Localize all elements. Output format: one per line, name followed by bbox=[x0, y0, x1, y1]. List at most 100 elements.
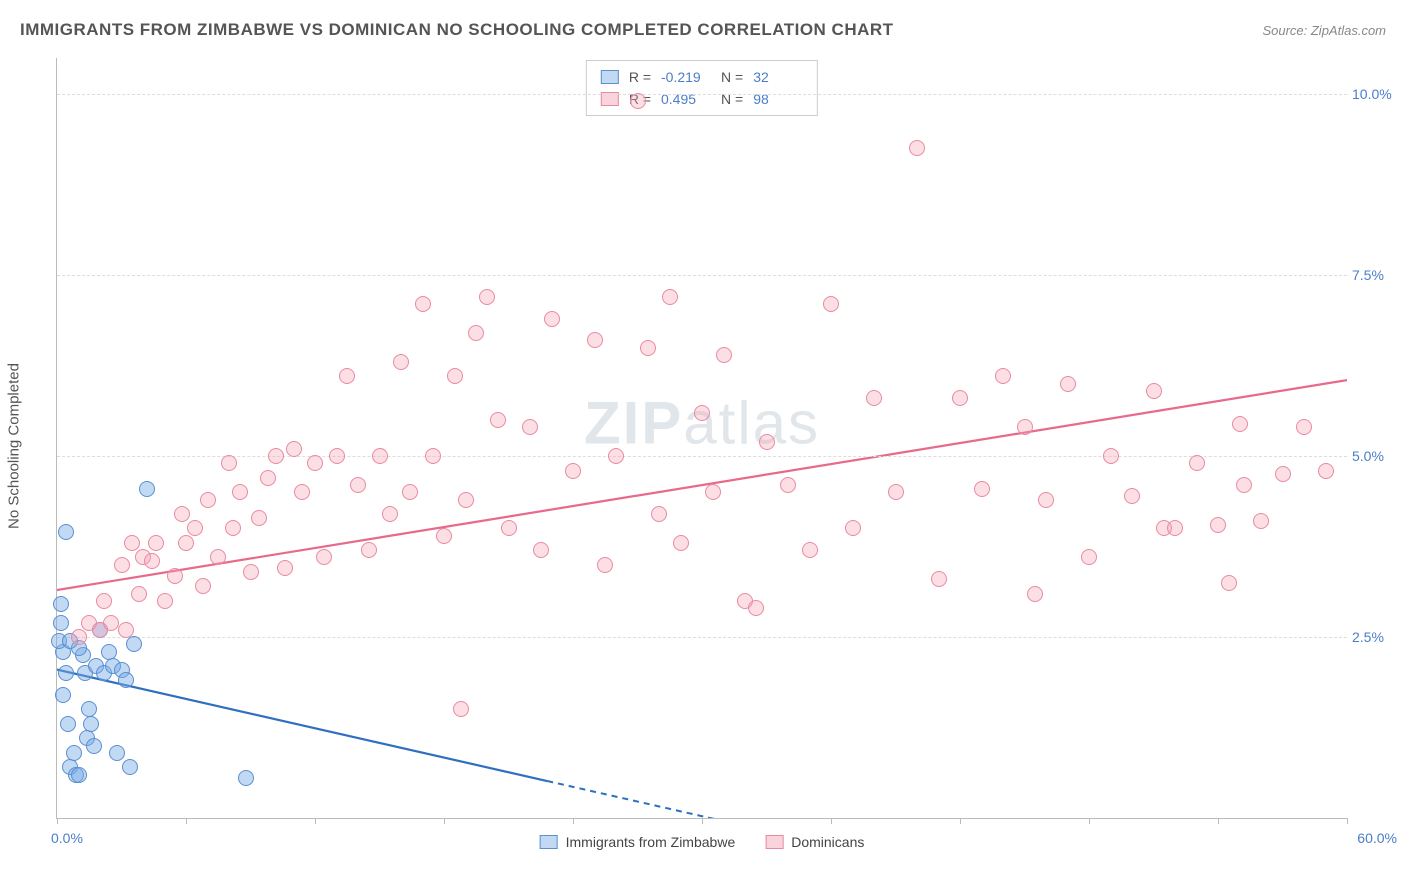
data-point bbox=[114, 557, 130, 573]
data-point bbox=[533, 542, 549, 558]
n-value: 32 bbox=[753, 66, 803, 88]
data-point bbox=[53, 596, 69, 612]
data-point bbox=[651, 506, 667, 522]
y-tick-label: 10.0% bbox=[1352, 86, 1406, 102]
data-point bbox=[1167, 520, 1183, 536]
x-tick bbox=[1218, 818, 1219, 824]
data-point bbox=[888, 484, 904, 500]
data-point bbox=[329, 448, 345, 464]
data-point bbox=[748, 600, 764, 616]
data-point bbox=[96, 593, 112, 609]
data-point bbox=[931, 571, 947, 587]
data-point bbox=[124, 535, 140, 551]
data-point bbox=[393, 354, 409, 370]
data-point bbox=[1296, 419, 1312, 435]
gridline bbox=[57, 94, 1347, 95]
data-point bbox=[597, 557, 613, 573]
data-point bbox=[58, 665, 74, 681]
data-point bbox=[522, 419, 538, 435]
data-point bbox=[716, 347, 732, 363]
data-point bbox=[1146, 383, 1162, 399]
data-point bbox=[952, 390, 968, 406]
data-point bbox=[630, 93, 646, 109]
x-tick bbox=[831, 818, 832, 824]
x-tick bbox=[702, 818, 703, 824]
data-point bbox=[66, 745, 82, 761]
data-point bbox=[909, 140, 925, 156]
data-point bbox=[382, 506, 398, 522]
data-point bbox=[1318, 463, 1334, 479]
data-point bbox=[60, 716, 76, 732]
page-title: IMMIGRANTS FROM ZIMBABWE VS DOMINICAN NO… bbox=[20, 20, 894, 40]
data-point bbox=[118, 672, 134, 688]
data-point bbox=[372, 448, 388, 464]
data-point bbox=[58, 524, 74, 540]
n-label: N = bbox=[721, 66, 743, 88]
x-tick bbox=[960, 818, 961, 824]
data-point bbox=[55, 687, 71, 703]
data-point bbox=[277, 560, 293, 576]
data-point bbox=[453, 701, 469, 717]
data-point bbox=[316, 549, 332, 565]
gridline bbox=[57, 637, 1347, 638]
data-point bbox=[1103, 448, 1119, 464]
data-point bbox=[1236, 477, 1252, 493]
data-point bbox=[187, 520, 203, 536]
x-tick bbox=[444, 818, 445, 824]
data-point bbox=[118, 622, 134, 638]
data-point bbox=[238, 770, 254, 786]
data-point bbox=[86, 738, 102, 754]
data-point bbox=[780, 477, 796, 493]
data-point bbox=[759, 434, 775, 450]
data-point bbox=[1017, 419, 1033, 435]
data-point bbox=[178, 535, 194, 551]
data-point bbox=[705, 484, 721, 500]
gridline bbox=[57, 275, 1347, 276]
data-point bbox=[1221, 575, 1237, 591]
data-point bbox=[103, 615, 119, 631]
gridline bbox=[57, 456, 1347, 457]
data-point bbox=[131, 586, 147, 602]
swatch-icon bbox=[601, 70, 619, 84]
y-tick-label: 2.5% bbox=[1352, 629, 1406, 645]
data-point bbox=[458, 492, 474, 508]
data-point bbox=[1210, 517, 1226, 533]
r-label: R = bbox=[629, 66, 651, 88]
data-point bbox=[232, 484, 248, 500]
data-point bbox=[109, 745, 125, 761]
data-point bbox=[126, 636, 142, 652]
data-point bbox=[490, 412, 506, 428]
legend-label: Dominicans bbox=[791, 834, 864, 850]
data-point bbox=[53, 615, 69, 631]
data-point bbox=[167, 568, 183, 584]
data-point bbox=[402, 484, 418, 500]
data-point bbox=[221, 455, 237, 471]
data-point bbox=[640, 340, 656, 356]
data-point bbox=[71, 629, 87, 645]
r-value: -0.219 bbox=[661, 66, 711, 88]
x-min-label: 0.0% bbox=[51, 830, 83, 846]
data-point bbox=[1081, 549, 1097, 565]
data-point bbox=[845, 520, 861, 536]
data-point bbox=[195, 578, 211, 594]
legend-label: Immigrants from Zimbabwe bbox=[566, 834, 736, 850]
data-point bbox=[139, 481, 155, 497]
x-tick bbox=[573, 818, 574, 824]
data-point bbox=[608, 448, 624, 464]
x-tick bbox=[1089, 818, 1090, 824]
data-point bbox=[995, 368, 1011, 384]
x-tick bbox=[1347, 818, 1348, 824]
data-point bbox=[823, 296, 839, 312]
data-point bbox=[1253, 513, 1269, 529]
data-point bbox=[200, 492, 216, 508]
stats-row: R = -0.219 N = 32 bbox=[601, 66, 803, 88]
x-tick bbox=[57, 818, 58, 824]
watermark: ZIPatlas bbox=[584, 388, 820, 457]
y-axis-label: No Schooling Completed bbox=[6, 363, 23, 529]
data-point bbox=[1232, 416, 1248, 432]
scatter-chart: ZIPatlas R =-0.219N =32R =0.495N =98 0.0… bbox=[56, 58, 1347, 819]
data-point bbox=[243, 564, 259, 580]
x-tick bbox=[186, 818, 187, 824]
data-point bbox=[1060, 376, 1076, 392]
stats-legend: R =-0.219N =32R =0.495N =98 bbox=[586, 60, 818, 116]
